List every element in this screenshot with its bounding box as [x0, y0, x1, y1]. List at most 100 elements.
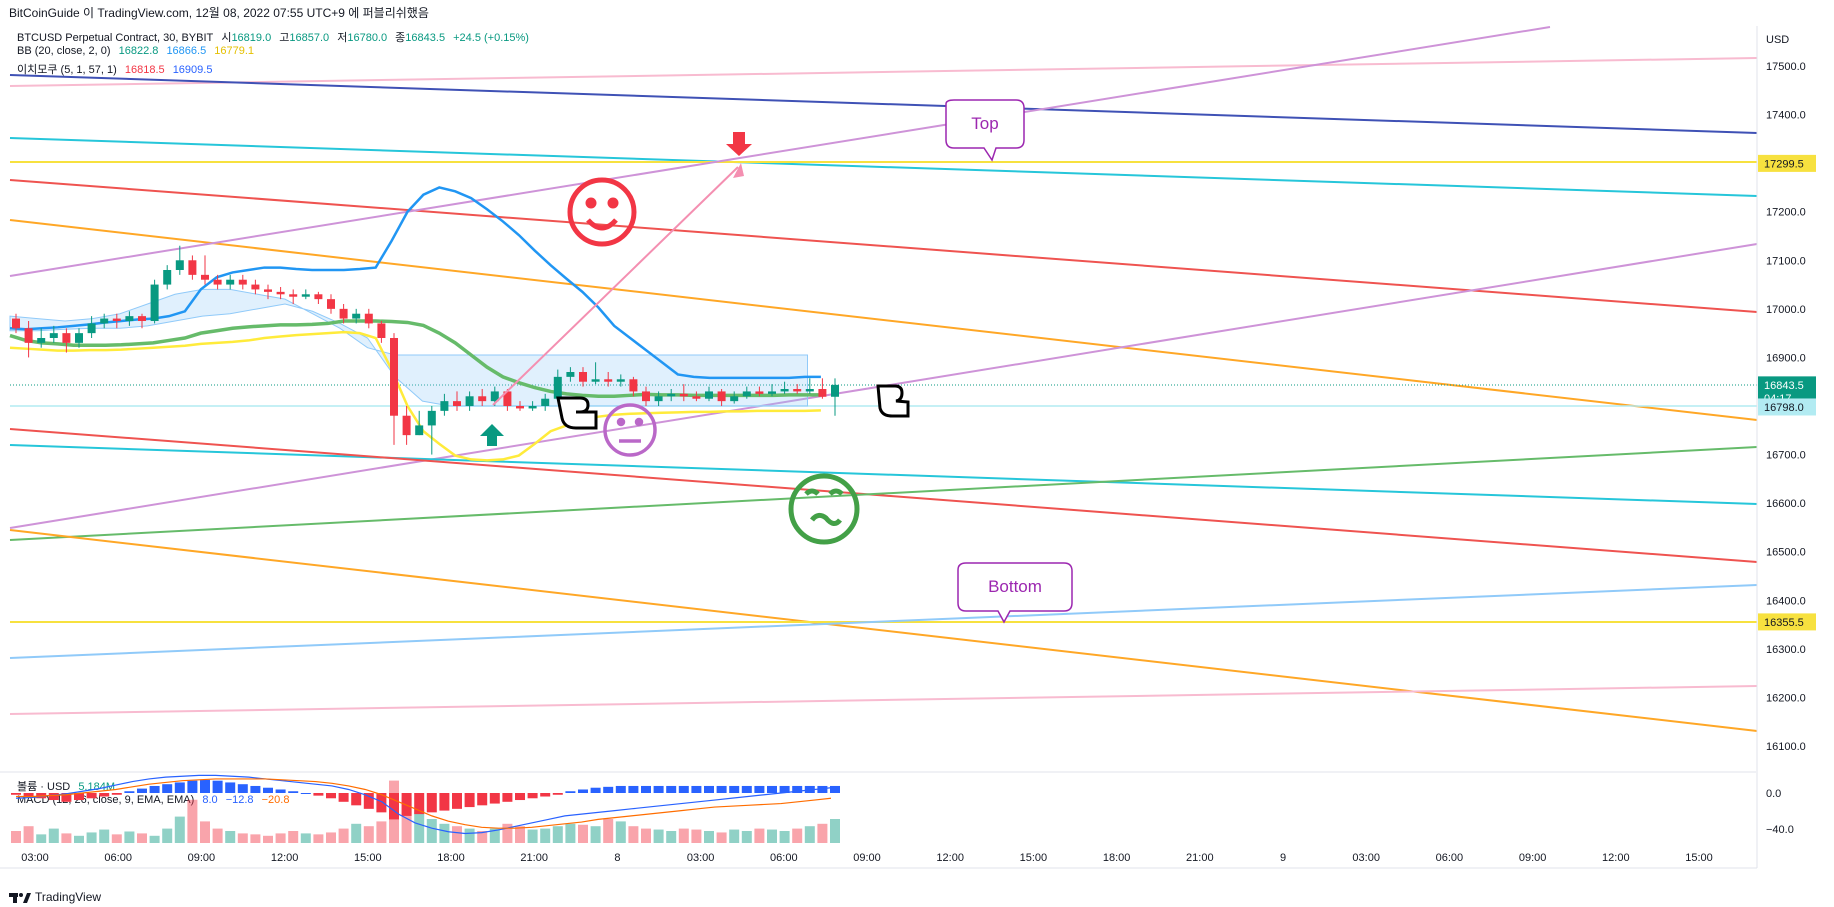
y-tick-label: 16900.0 — [1766, 352, 1806, 364]
candle-body — [201, 274, 209, 280]
candle-body — [125, 316, 134, 321]
macd-line — [15, 774, 832, 835]
candle-body — [805, 389, 814, 392]
y-tick-label: 16100.0 — [1766, 741, 1806, 753]
confused-face-icon — [788, 473, 860, 545]
volume-bar — [36, 834, 47, 843]
signal-line — [16, 778, 832, 829]
macd-axis: 0.0 −40.0 — [1766, 788, 1794, 836]
x-tick-label: 15:00 — [1685, 852, 1713, 864]
bottom-callout-text: Bottom — [988, 577, 1042, 596]
bb-upper-value: 16866.5 — [166, 45, 207, 57]
candle-body — [49, 333, 58, 338]
volume-bar — [187, 799, 198, 843]
x-tick-label: 09:00 — [1519, 852, 1547, 864]
open-value: 16819.0 — [231, 32, 272, 44]
macd-histogram-bar — [426, 793, 437, 813]
macd-histogram-bar — [767, 785, 777, 793]
happy-face-icon — [567, 177, 637, 247]
macd-histogram-bar — [452, 793, 462, 809]
hand-pointer-icon-right — [876, 384, 910, 418]
tradingview-logo-icon — [9, 893, 31, 903]
macd-histogram-bar — [401, 793, 412, 816]
candle-body — [327, 299, 335, 309]
candle-body — [62, 333, 71, 343]
candle-body — [100, 318, 109, 324]
macd-histogram-bar — [99, 793, 110, 797]
candle-body — [591, 379, 600, 382]
macd-histogram-bar — [389, 793, 399, 820]
y-tick-label: 17100.0 — [1766, 255, 1806, 267]
y-tick-label: 16200.0 — [1766, 692, 1806, 704]
neutral-face-icon — [603, 403, 657, 457]
volume-bar — [401, 797, 412, 843]
volume-bar — [99, 829, 110, 843]
candle-body — [138, 316, 146, 321]
volume-bar — [653, 829, 664, 843]
candle-body — [667, 393, 676, 397]
y-tick-label: 16500.0 — [1766, 547, 1806, 559]
candle-body — [516, 406, 524, 409]
macd-histogram-bar — [288, 791, 299, 793]
price-chart[interactable]: Top Bottom USD 17500.017400.017300.01720… — [0, 26, 1834, 887]
candle-body — [289, 294, 298, 297]
volume-bar — [414, 809, 425, 843]
ichimoku-value-1: 16818.5 — [124, 64, 165, 76]
candle-body — [440, 401, 449, 411]
macd-histogram-bar — [628, 785, 639, 793]
volume-bar — [704, 831, 714, 843]
candle-body — [616, 379, 625, 382]
tradingview-footer[interactable]: TradingView — [9, 887, 101, 907]
candle-body — [339, 308, 348, 319]
candle-body — [465, 396, 474, 406]
candle-body — [24, 328, 33, 343]
macd-histogram-bar — [351, 793, 362, 806]
volume-bar — [250, 834, 261, 843]
macd-histogram-bar — [603, 786, 614, 793]
high-label: 고 — [279, 32, 290, 44]
top-callout: Top — [945, 99, 1025, 162]
macd-histogram-bar — [792, 785, 803, 793]
candle-body — [730, 396, 739, 402]
histogram-value: −20.8 — [261, 794, 290, 806]
volume-bar — [666, 831, 677, 843]
candle-body — [768, 391, 776, 394]
x-tick-label: 12:00 — [271, 852, 299, 864]
volume-bar — [363, 826, 374, 843]
volume-bar — [477, 831, 488, 843]
publish-header: BitCoinGuide 이 TradingView.com, 12월 08, … — [0, 0, 1834, 26]
macd-histogram-bar — [464, 793, 475, 808]
volume-bar — [565, 823, 576, 843]
candle-body — [301, 294, 310, 297]
macd-tick-label: 0.0 — [1766, 788, 1781, 800]
candle-body — [793, 389, 802, 392]
macd-histogram-bar — [376, 793, 387, 813]
time-axis[interactable]: 03:00 06:00 09:00 12:00 15:00 18:00 21:00 8 03:0… — [21, 852, 1713, 864]
x-tick-label: 21:00 — [1186, 852, 1214, 864]
macd-histogram-bar — [641, 785, 651, 793]
volume-bar — [678, 828, 689, 843]
x-tick-label: 8 — [614, 852, 620, 864]
candle-body — [453, 401, 461, 406]
ichimoku-cloud — [9, 288, 808, 407]
candle-body — [402, 415, 411, 436]
volume-bar — [338, 828, 349, 843]
y-tick-label: 17200.0 — [1766, 207, 1806, 219]
candle-body — [629, 379, 638, 392]
tradingview-brand: TradingView — [35, 890, 102, 904]
volume-bar — [162, 828, 173, 843]
macd-histogram-bar — [313, 793, 324, 796]
bottom-callout: Bottom — [957, 562, 1073, 624]
macd-histogram-bar — [691, 785, 702, 793]
close-value: 16843.5 — [405, 32, 446, 44]
volume-bar — [426, 819, 437, 843]
hand-pointer-icon — [556, 396, 598, 430]
signal-value: −12.8 — [225, 794, 254, 806]
macd-histogram-bar — [363, 793, 374, 809]
volume-bar — [300, 833, 311, 843]
macd-histogram-bar — [149, 785, 160, 793]
candle-body — [780, 389, 789, 392]
volume-bar — [237, 833, 248, 843]
macd-histogram-bar — [124, 791, 135, 793]
macd-histogram-bar — [716, 785, 727, 793]
